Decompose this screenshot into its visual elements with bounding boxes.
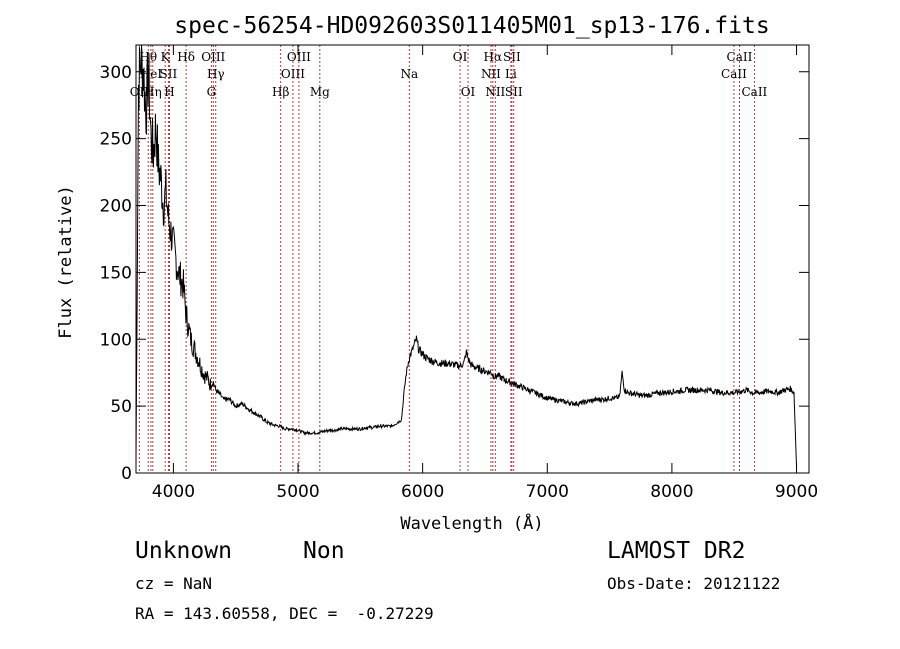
x-tick-label-2: 6000 (401, 482, 444, 502)
line-label-8: OIII (201, 50, 225, 64)
line-label-22: Li (505, 67, 517, 81)
line-label-20: NII (485, 85, 505, 99)
y-axis-label: Flux (relative) (56, 185, 76, 339)
x-tick-label-0: 4000 (152, 482, 195, 502)
x-tick-label-3: 7000 (526, 482, 569, 502)
spectrum-line (135, 44, 797, 467)
line-label-25: CaII (721, 67, 747, 81)
chart-title: spec-56254-HD092603S011405M01_sp13-176.f… (174, 13, 769, 39)
line-label-14: Mg (310, 85, 330, 99)
x-axis-label: Wavelength (Å) (400, 512, 543, 534)
y-tick-label-1: 50 (110, 397, 132, 417)
line-label-11: Hβ (272, 85, 289, 99)
line-label-17: OI (461, 85, 476, 99)
line-label-21: SII (503, 50, 521, 64)
x-tick-label-4: 8000 (650, 482, 693, 502)
x-tick-label-5: 9000 (775, 482, 818, 502)
axis-ticks: 4000 5000 6000 7000 8000 9000 0 50 100 150 200 250 3… (100, 45, 818, 502)
obs-date: Obs-Date: 20121122 (607, 574, 781, 593)
line-label-26: CaII (741, 85, 767, 99)
line-label-15: Na (400, 67, 418, 81)
y-tick-label-3: 150 (100, 263, 132, 283)
line-label-10: G (207, 85, 217, 99)
y-tick-label-6: 300 (100, 63, 132, 83)
y-tick-label-0: 0 (121, 464, 132, 484)
line-label-12: OIII (281, 67, 305, 81)
x-tick-label-1: 5000 (276, 482, 319, 502)
line-label-7: Hδ (177, 50, 195, 64)
y-tick-label-2: 100 (100, 330, 132, 350)
line-label-16: OI (453, 50, 468, 64)
line-label-24: CaII (727, 50, 753, 64)
line-label-13: OIII (287, 50, 311, 64)
y-tick-label-5: 250 (100, 130, 132, 150)
line-label-23: SII (505, 85, 523, 99)
plot-frame (135, 44, 810, 474)
line-label-9: Hγ (207, 67, 225, 81)
line-label-5: SII (160, 67, 178, 81)
line-label-19: NII (481, 67, 501, 81)
survey-label: LAMOST DR2 (607, 538, 746, 564)
coordinates: RA = 143.60558, DEC = -0.27229 (135, 604, 434, 623)
line-label-4: K (161, 50, 171, 64)
object-class: Unknown (135, 538, 232, 564)
object-subclass: Non (303, 538, 345, 564)
line-label-2: HeI (140, 67, 163, 81)
line-label-18: Hα (484, 50, 503, 64)
redshift-readout: cz = NaN (135, 574, 213, 593)
line-label-6: H (164, 85, 174, 99)
y-tick-label-4: 200 (100, 197, 132, 217)
